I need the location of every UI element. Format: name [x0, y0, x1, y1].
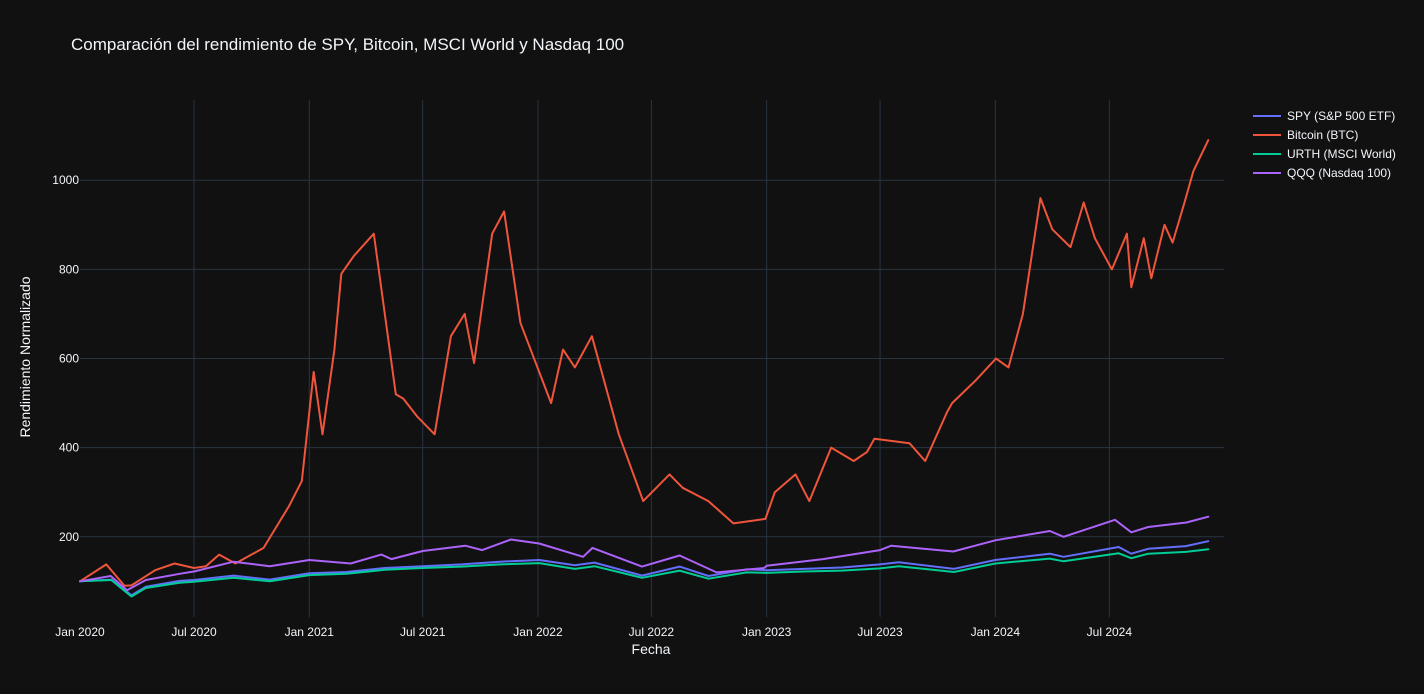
- x-tick-label: Jul 2021: [400, 625, 446, 639]
- x-tick-label: Jul 2022: [629, 625, 675, 639]
- series-line-0: [79, 540, 1210, 597]
- legend-label: QQQ (Nasdaq 100): [1287, 166, 1391, 180]
- x-tick-label: Jan 2022: [513, 625, 563, 639]
- x-tick-label: Jan 2023: [742, 625, 792, 639]
- x-tick-label: Jul 2024: [1087, 625, 1133, 639]
- axis-ticks: Jan 2020 Jul 2020 Jan 2021 Jul 2021 Jan 2022…: [52, 173, 1132, 639]
- legend-item[interactable]: QQQ (Nasdaq 100): [1253, 166, 1391, 180]
- series-line-2: [79, 548, 1210, 598]
- x-tick-label: Jan 2020: [55, 625, 105, 639]
- y-tick-label: 600: [59, 352, 79, 366]
- series-line-3: [79, 515, 1210, 592]
- x-tick-label: Jul 2023: [857, 625, 903, 639]
- y-tick-label: 800: [59, 262, 79, 276]
- legend: SPY (S&P 500 ETF) Bitcoin (BTC) URTH (MSCI…: [1253, 109, 1396, 180]
- series-layer: [79, 139, 1210, 598]
- y-axis-title: Rendimiento Normalizado: [17, 276, 33, 437]
- x-tick-label: Jul 2020: [171, 625, 217, 639]
- x-tick-label: Jan 2021: [285, 625, 335, 639]
- y-tick-label: 400: [59, 441, 79, 455]
- y-tick-label: 1000: [52, 173, 79, 187]
- y-tick-label: 200: [59, 530, 79, 544]
- legend-item[interactable]: Bitcoin (BTC): [1253, 128, 1358, 142]
- grid-lines: [80, 100, 1224, 617]
- legend-label: Bitcoin (BTC): [1287, 128, 1358, 142]
- legend-label: URTH (MSCI World): [1287, 147, 1396, 161]
- legend-item[interactable]: SPY (S&P 500 ETF): [1253, 109, 1395, 123]
- chart-title: Comparación del rendimiento de SPY, Bitc…: [71, 35, 624, 54]
- x-tick-label: Jan 2024: [971, 625, 1021, 639]
- x-axis-title: Fecha: [632, 641, 671, 657]
- legend-item[interactable]: URTH (MSCI World): [1253, 147, 1396, 161]
- series-line-1: [79, 139, 1210, 587]
- legend-label: SPY (S&P 500 ETF): [1287, 109, 1395, 123]
